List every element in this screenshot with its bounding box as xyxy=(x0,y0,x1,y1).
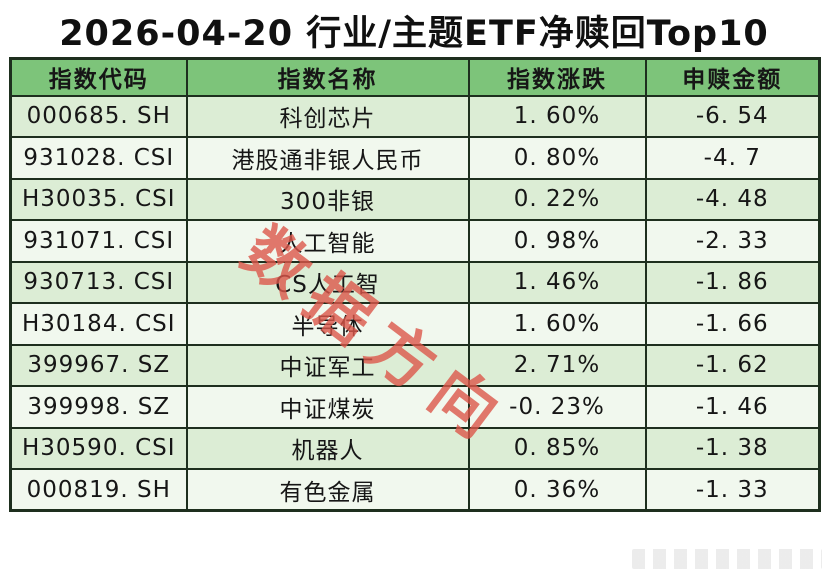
cell-amount: -1. 33 xyxy=(644,468,821,512)
cell-index-code: 931071. CSI xyxy=(9,219,188,263)
cell-amount: -4. 7 xyxy=(644,136,821,180)
cell-index-change: 0. 80% xyxy=(467,136,647,180)
cell-index-code: 930713. CSI xyxy=(9,260,188,304)
cell-index-name: 科创芯片 xyxy=(185,94,470,138)
etf-redemption-table: 指数代码 指数名称 指数涨跌 申赎金额 000685. SH 科创芯片 1. 6… xyxy=(9,57,821,512)
cell-amount: -2. 33 xyxy=(644,219,821,263)
cell-index-code: 399967. SZ xyxy=(9,343,188,387)
cell-index-name: 半导体 xyxy=(185,302,470,346)
cell-index-code: 000819. SH xyxy=(9,468,188,512)
cell-index-name: 中证军工 xyxy=(185,343,470,387)
faint-watermark xyxy=(632,549,822,569)
table-row: 930713. CSI CS人工智 1. 46% -1. 86 xyxy=(9,260,821,304)
cell-index-code: 000685. SH xyxy=(9,94,188,138)
cell-amount: -4. 48 xyxy=(644,177,821,221)
cell-index-name: 有色金属 xyxy=(185,468,470,512)
table-row: H30184. CSI 半导体 1. 60% -1. 66 xyxy=(9,302,821,346)
cell-index-change: 0. 85% xyxy=(467,426,647,470)
table-row: 931028. CSI 港股通非银人民币 0. 80% -4. 7 xyxy=(9,136,821,180)
page-title: 2026-04-20 行业/主题ETF净赎回Top10 xyxy=(59,14,769,54)
header-index-name: 指数名称 xyxy=(185,57,470,97)
cell-index-name: 人工智能 xyxy=(185,219,470,263)
cell-index-code: 399998. SZ xyxy=(9,385,188,429)
cell-amount: -6. 54 xyxy=(644,94,821,138)
cell-amount: -1. 66 xyxy=(644,302,821,346)
table-row: 000685. SH 科创芯片 1. 60% -6. 54 xyxy=(9,94,821,138)
cell-index-change: 1. 60% xyxy=(467,94,647,138)
cell-index-change: 1. 60% xyxy=(467,302,647,346)
table-row: H30590. CSI 机器人 0. 85% -1. 38 xyxy=(9,426,821,470)
cell-amount: -1. 86 xyxy=(644,260,821,304)
table-row: 000819. SH 有色金属 0. 36% -1. 33 xyxy=(9,468,821,512)
cell-index-name: 机器人 xyxy=(185,426,470,470)
cell-amount: -1. 38 xyxy=(644,426,821,470)
table-row: H30035. CSI 300非银 0. 22% -4. 48 xyxy=(9,177,821,221)
cell-amount: -1. 62 xyxy=(644,343,821,387)
cell-index-change: 0. 36% xyxy=(467,468,647,512)
cell-amount: -1. 46 xyxy=(644,385,821,429)
cell-index-code: 931028. CSI xyxy=(9,136,188,180)
table-row: 399967. SZ 中证军工 2. 71% -1. 62 xyxy=(9,343,821,387)
cell-index-name: 300非银 xyxy=(185,177,470,221)
cell-index-change: 0. 22% xyxy=(467,177,647,221)
header-index-change: 指数涨跌 xyxy=(467,57,647,97)
cell-index-change: 1. 46% xyxy=(467,260,647,304)
table-row: 399998. SZ 中证煤炭 -0. 23% -1. 46 xyxy=(9,385,821,429)
cell-index-name: CS人工智 xyxy=(185,260,470,304)
cell-index-name: 中证煤炭 xyxy=(185,385,470,429)
table-row: 931071. CSI 人工智能 0. 98% -2. 33 xyxy=(9,219,821,263)
header-amount: 申赎金额 xyxy=(644,57,821,97)
cell-index-code: H30035. CSI xyxy=(9,177,188,221)
table-header-row: 指数代码 指数名称 指数涨跌 申赎金额 xyxy=(9,57,821,97)
header-index-code: 指数代码 xyxy=(9,57,188,97)
cell-index-change: -0. 23% xyxy=(467,385,647,429)
cell-index-change: 2. 71% xyxy=(467,343,647,387)
cell-index-name: 港股通非银人民币 xyxy=(185,136,470,180)
cell-index-change: 0. 98% xyxy=(467,219,647,263)
cell-index-code: H30184. CSI xyxy=(9,302,188,346)
cell-index-code: H30590. CSI xyxy=(9,426,188,470)
